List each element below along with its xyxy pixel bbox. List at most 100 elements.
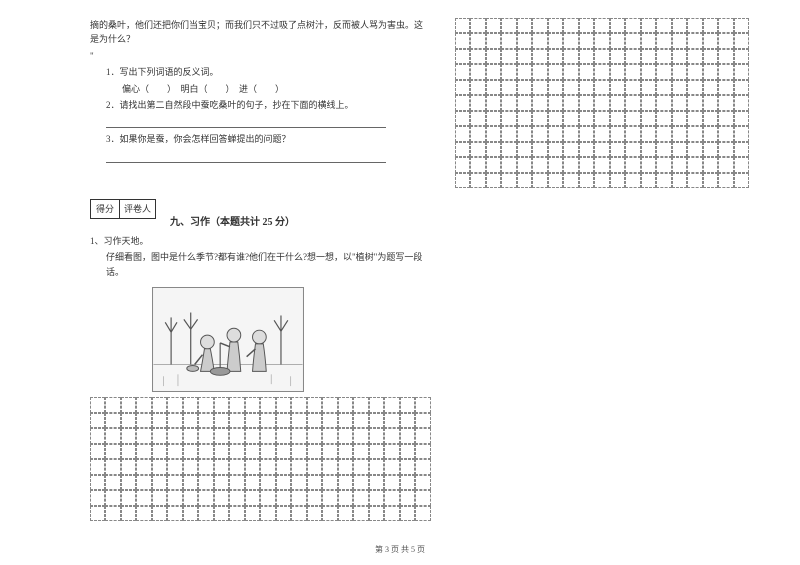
grid-cell	[718, 126, 734, 142]
grid-cell	[703, 126, 719, 142]
grid-cell	[687, 33, 703, 49]
grid-cell	[470, 173, 486, 189]
grid-cell	[245, 475, 261, 491]
grid-cell	[672, 80, 688, 96]
grid-cell	[245, 428, 261, 444]
grid-cell	[486, 64, 502, 80]
grid-cell	[563, 33, 579, 49]
grid-cell	[291, 506, 307, 522]
grid-cell	[183, 428, 199, 444]
grid-cell	[152, 459, 168, 475]
grid-cell	[579, 80, 595, 96]
grid-cell	[610, 33, 626, 49]
grid-cell	[90, 413, 106, 429]
grid-cell	[718, 157, 734, 173]
grid-cell	[641, 33, 657, 49]
question-2: 2．请找出第二自然段中蚕吃桑叶的句子，抄在下面的横线上。	[90, 98, 425, 112]
grid-cell	[338, 428, 354, 444]
q1-items: 偏心（ ） 明白（ ） 进（ ）	[90, 82, 425, 96]
grid-cell	[245, 413, 261, 429]
grid-cell	[579, 18, 595, 34]
grid-cell	[548, 111, 564, 127]
grid-cell	[260, 459, 276, 475]
grid-cell	[260, 475, 276, 491]
grid-cell	[152, 428, 168, 444]
grid-cell	[703, 33, 719, 49]
grid-cell	[625, 33, 641, 49]
grid-cell	[703, 157, 719, 173]
grid-cell	[105, 475, 121, 491]
grid-cell	[167, 459, 183, 475]
grid-cell	[121, 397, 137, 413]
grid-cell	[625, 111, 641, 127]
grid-cell	[415, 444, 431, 460]
grid-cell	[307, 475, 323, 491]
grid-cell	[532, 142, 548, 158]
grid-cell	[198, 490, 214, 506]
grid-cell	[353, 459, 369, 475]
writing-grid-right	[455, 18, 735, 189]
grid-cell	[532, 173, 548, 189]
grid-cell	[338, 397, 354, 413]
writing-grid-bottom	[90, 398, 425, 522]
grid-cell	[470, 80, 486, 96]
grid-cell	[338, 444, 354, 460]
grid-cell	[656, 18, 672, 34]
grid-cell	[703, 18, 719, 34]
opening-paragraph: 摘的桑叶，他们还把你们当宝贝；而我们只不过吸了点树汁，反而被人骂为害虫。这是为什…	[90, 18, 425, 47]
grid-cell	[579, 64, 595, 80]
grid-cell	[703, 80, 719, 96]
grid-cell	[672, 33, 688, 49]
grid-cell	[121, 444, 137, 460]
grid-cell	[307, 444, 323, 460]
grid-cell	[384, 428, 400, 444]
grid-cell	[641, 111, 657, 127]
grid-cell	[548, 18, 564, 34]
grid-cell	[198, 397, 214, 413]
grid-cell	[455, 80, 471, 96]
grid-cell	[260, 506, 276, 522]
grid-cell	[338, 413, 354, 429]
grid-cell	[121, 459, 137, 475]
grid-cell	[687, 173, 703, 189]
grid-cell	[415, 428, 431, 444]
grid-cell	[718, 64, 734, 80]
grid-cell	[703, 64, 719, 80]
grid-cell	[734, 64, 750, 80]
grid-cell	[400, 459, 416, 475]
grid-cell	[152, 475, 168, 491]
q2-num: 2．	[106, 100, 120, 110]
grid-cell	[121, 475, 137, 491]
grid-cell	[563, 111, 579, 127]
grid-cell	[322, 397, 338, 413]
grid-cell	[353, 490, 369, 506]
grid-cell	[183, 444, 199, 460]
grid-cell	[734, 126, 750, 142]
grid-cell	[594, 173, 610, 189]
question-3: 3．如果你是蚕，你会怎样回答蝉提出的问题？	[90, 132, 425, 146]
grid-cell	[656, 111, 672, 127]
grid-cell	[470, 95, 486, 111]
grid-cell	[594, 64, 610, 80]
grid-cell	[672, 142, 688, 158]
grid-cell	[136, 506, 152, 522]
grid-cell	[167, 428, 183, 444]
grid-cell	[90, 490, 106, 506]
grid-cell	[353, 397, 369, 413]
grid-cell	[563, 49, 579, 65]
grid-cell	[517, 64, 533, 80]
grid-cell	[245, 490, 261, 506]
grid-cell	[183, 506, 199, 522]
grid-cell	[167, 413, 183, 429]
grid-cell	[229, 490, 245, 506]
grid-cell	[307, 428, 323, 444]
grid-cell	[548, 64, 564, 80]
grid-cell	[672, 111, 688, 127]
grid-cell	[183, 490, 199, 506]
grid-cell	[214, 397, 230, 413]
grid-cell	[307, 490, 323, 506]
grid-cell	[260, 490, 276, 506]
grid-cell	[400, 397, 416, 413]
grid-cell	[136, 428, 152, 444]
grid-cell	[105, 506, 121, 522]
